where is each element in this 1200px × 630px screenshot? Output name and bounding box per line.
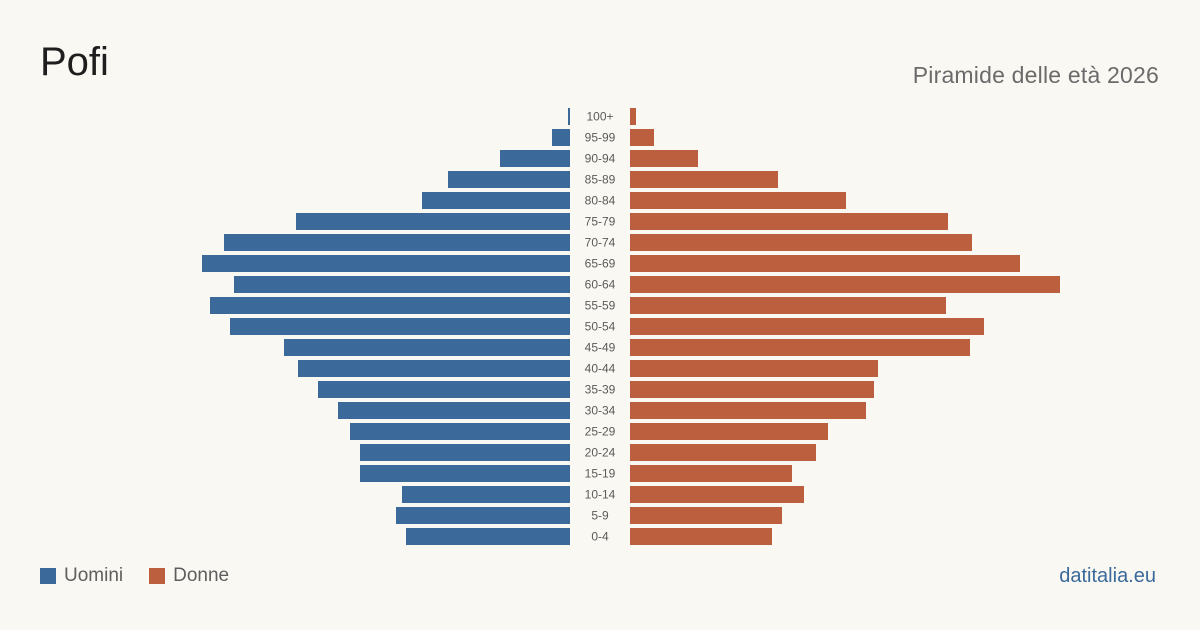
bar-men-0-4 bbox=[406, 528, 570, 545]
bar-men-65-69 bbox=[202, 255, 570, 272]
bar-women-10-14 bbox=[630, 486, 804, 503]
bar-women-85-89 bbox=[630, 171, 778, 188]
age-label-90-94: 90-94 bbox=[585, 152, 616, 166]
bar-women-70-74 bbox=[630, 234, 972, 251]
bar-men-15-19 bbox=[360, 465, 570, 482]
age-label-95-99: 95-99 bbox=[585, 131, 616, 145]
age-label-25-29: 25-29 bbox=[585, 425, 616, 439]
age-label-80-84: 80-84 bbox=[585, 194, 616, 208]
legend: Uomini Donne bbox=[40, 566, 255, 585]
brand-link[interactable]: datitalia.eu bbox=[1059, 565, 1156, 587]
legend-item-men: Uomini bbox=[40, 566, 123, 585]
bar-women-20-24 bbox=[630, 444, 816, 461]
legend-swatch-men bbox=[40, 567, 56, 584]
bar-men-40-44 bbox=[298, 360, 570, 377]
bar-men-25-29 bbox=[350, 423, 570, 440]
age-label-40-44: 40-44 bbox=[585, 362, 616, 376]
bar-men-75-79 bbox=[296, 213, 570, 230]
age-label-100plus: 100+ bbox=[586, 110, 613, 124]
legend-label-men: Uomini bbox=[64, 565, 124, 586]
age-group-labels: 100+ 95-99 90-94 85-89 80-84 75-79 70-74 65-69 6… bbox=[585, 110, 616, 544]
bar-men-35-39 bbox=[318, 381, 570, 398]
bar-men-50-54 bbox=[230, 318, 570, 335]
women-bars-group bbox=[630, 108, 1060, 545]
bar-men-80-84 bbox=[422, 192, 570, 209]
age-label-10-14: 10-14 bbox=[585, 488, 616, 502]
bar-women-15-19 bbox=[630, 465, 792, 482]
bar-men-20-24 bbox=[360, 444, 570, 461]
bar-women-25-29 bbox=[630, 423, 828, 440]
bar-men-5-9 bbox=[396, 507, 570, 524]
age-label-30-34: 30-34 bbox=[585, 404, 616, 418]
bar-men-55-59 bbox=[210, 297, 570, 314]
age-label-75-79: 75-79 bbox=[585, 215, 616, 229]
age-label-50-54: 50-54 bbox=[585, 320, 616, 334]
bar-women-95-99 bbox=[630, 129, 654, 146]
bar-men-10-14 bbox=[402, 486, 570, 503]
legend-item-women: Donne bbox=[149, 566, 229, 585]
bar-women-40-44 bbox=[630, 360, 878, 377]
legend-swatch-women bbox=[149, 567, 166, 584]
bar-women-80-84 bbox=[630, 192, 846, 209]
age-label-15-19: 15-19 bbox=[585, 467, 616, 481]
age-label-20-24: 20-24 bbox=[585, 446, 616, 460]
bar-men-70-74 bbox=[224, 234, 570, 251]
chart-title: Pofi bbox=[40, 40, 109, 84]
age-label-55-59: 55-59 bbox=[585, 299, 616, 313]
bar-women-60-64 bbox=[630, 276, 1060, 293]
bar-women-75-79 bbox=[630, 213, 948, 230]
legend-label-women: Donne bbox=[173, 565, 230, 586]
bar-men-90-94 bbox=[500, 150, 570, 167]
chart-subtitle: Piramide delle età 2026 bbox=[912, 62, 1159, 88]
men-bars-group bbox=[202, 108, 570, 545]
bar-women-5-9 bbox=[630, 507, 782, 524]
bar-women-35-39 bbox=[630, 381, 874, 398]
bar-men-60-64 bbox=[234, 276, 570, 293]
bar-women-90-94 bbox=[630, 150, 698, 167]
bar-women-30-34 bbox=[630, 402, 866, 419]
bar-women-100plus bbox=[630, 108, 636, 125]
age-label-5-9: 5-9 bbox=[591, 509, 609, 523]
bar-women-0-4 bbox=[630, 528, 772, 545]
bar-men-85-89 bbox=[448, 171, 570, 188]
bar-women-50-54 bbox=[630, 318, 984, 335]
age-label-85-89: 85-89 bbox=[585, 173, 616, 187]
age-label-0-4: 0-4 bbox=[591, 530, 609, 544]
age-label-60-64: 60-64 bbox=[585, 278, 616, 292]
bar-men-95-99 bbox=[552, 129, 570, 146]
age-label-65-69: 65-69 bbox=[585, 257, 616, 271]
age-label-35-39: 35-39 bbox=[585, 383, 616, 397]
bar-men-100plus bbox=[568, 108, 570, 125]
bar-women-65-69 bbox=[630, 255, 1020, 272]
bar-men-45-49 bbox=[284, 339, 570, 356]
bar-women-55-59 bbox=[630, 297, 946, 314]
bar-women-45-49 bbox=[630, 339, 970, 356]
age-label-45-49: 45-49 bbox=[585, 341, 616, 355]
age-label-70-74: 70-74 bbox=[585, 236, 616, 250]
bar-men-30-34 bbox=[338, 402, 570, 419]
